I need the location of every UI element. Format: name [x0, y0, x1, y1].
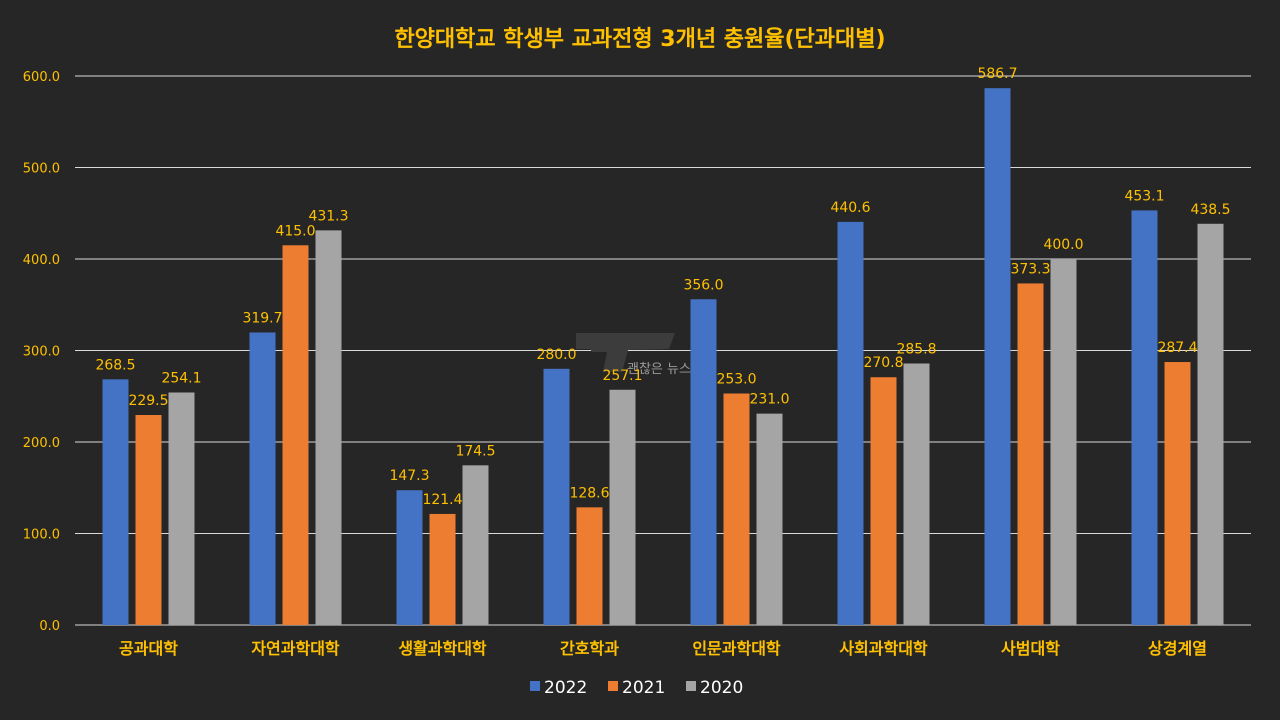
y-axis-ticks: 0.0 100.0 200.0 300.0 400.0 500.0 600.0	[23, 70, 60, 634]
category-label: 간호학과	[560, 639, 619, 658]
bar-2022	[984, 88, 1011, 626]
data-label: 415.0	[275, 223, 315, 239]
data-label: 270.8	[863, 355, 903, 371]
watermark-logo-shape	[576, 333, 675, 372]
category-label: 사범대학	[1001, 639, 1060, 658]
bar-2021	[1164, 362, 1191, 625]
watermark: 괜찮은 뉴스	[576, 333, 691, 377]
legend-swatch-2021	[608, 681, 618, 691]
bar-2021	[135, 415, 162, 625]
data-label: 438.5	[1190, 202, 1230, 218]
data-label: 586.7	[977, 66, 1017, 82]
bar-2022	[249, 332, 276, 625]
y-tick-label: 100.0	[23, 528, 60, 543]
bar-2022	[837, 221, 864, 625]
data-label: 287.4	[1157, 340, 1197, 356]
y-tick-label: 300.0	[23, 345, 60, 360]
data-label: 453.1	[1124, 188, 1164, 204]
data-label: 440.6	[830, 200, 870, 216]
y-tick-label: 400.0	[23, 253, 60, 268]
category-label: 상경계열	[1148, 639, 1207, 658]
y-tick-label: 200.0	[23, 436, 60, 451]
legend-label: 2022	[544, 678, 587, 698]
legend-swatch-2020	[686, 681, 696, 691]
legend: 2022 2021 2020	[530, 678, 743, 698]
bar-2020	[315, 230, 342, 625]
bar-2022	[102, 379, 129, 625]
data-label: 174.5	[455, 443, 495, 459]
data-label: 147.3	[389, 468, 429, 484]
data-label: 229.5	[128, 393, 168, 409]
bar-2021	[576, 507, 603, 625]
bar-2020	[462, 465, 489, 625]
bar-2020	[1050, 259, 1077, 625]
legend-label: 2021	[622, 678, 665, 698]
data-label: 356.0	[683, 277, 723, 293]
bar-2020	[756, 413, 783, 625]
data-label: 285.8	[896, 341, 936, 357]
y-tick-label: 0.0	[39, 619, 60, 634]
bar-2022	[543, 368, 570, 625]
data-label: 319.7	[242, 310, 282, 326]
bar-2022	[396, 490, 423, 625]
data-label: 373.3	[1010, 261, 1050, 277]
bar-2021	[1017, 283, 1044, 625]
category-label: 자연과학대학	[251, 639, 340, 658]
legend-label: 2020	[700, 678, 743, 698]
category-label: 인문과학대학	[692, 639, 781, 658]
bar-2020	[609, 389, 636, 625]
bars	[102, 88, 1224, 626]
category-label: 사회과학대학	[839, 639, 928, 658]
data-label: 121.4	[422, 492, 462, 508]
data-label: 257.1	[602, 368, 642, 384]
data-label: 268.5	[95, 357, 135, 373]
bar-2021	[723, 393, 750, 625]
category-label: 생활과학대학	[398, 639, 487, 658]
category-label: 공과대학	[119, 639, 178, 658]
data-label: 400.0	[1043, 237, 1083, 253]
bar-2022	[690, 299, 717, 625]
y-tick-label: 600.0	[23, 70, 60, 85]
legend-swatch-2022	[530, 681, 540, 691]
bar-2021	[282, 245, 309, 625]
bar-2022	[1131, 210, 1158, 625]
data-label: 253.0	[716, 372, 756, 388]
y-tick-label: 500.0	[23, 162, 60, 177]
bar-2020	[903, 363, 930, 625]
data-label: 254.1	[161, 370, 201, 386]
chart-title: 한양대학교 학생부 교과전형 3개년 충원율(단과대별)	[394, 27, 885, 52]
data-label: 231.0	[749, 392, 789, 408]
data-label: 280.0	[536, 347, 576, 363]
bar-2021	[870, 377, 897, 625]
bar-2020	[168, 392, 195, 625]
data-label: 431.3	[308, 208, 348, 224]
x-axis-categories: 공과대학 자연과학대학 생활과학대학 간호학과 인문과학대학 사회과학대학 사범대학 상경계열	[119, 639, 1207, 658]
bar-2021	[429, 513, 456, 625]
watermark-text: 괜찮은 뉴스	[627, 362, 691, 377]
data-label: 128.6	[569, 485, 609, 501]
bar-2020	[1197, 223, 1224, 625]
